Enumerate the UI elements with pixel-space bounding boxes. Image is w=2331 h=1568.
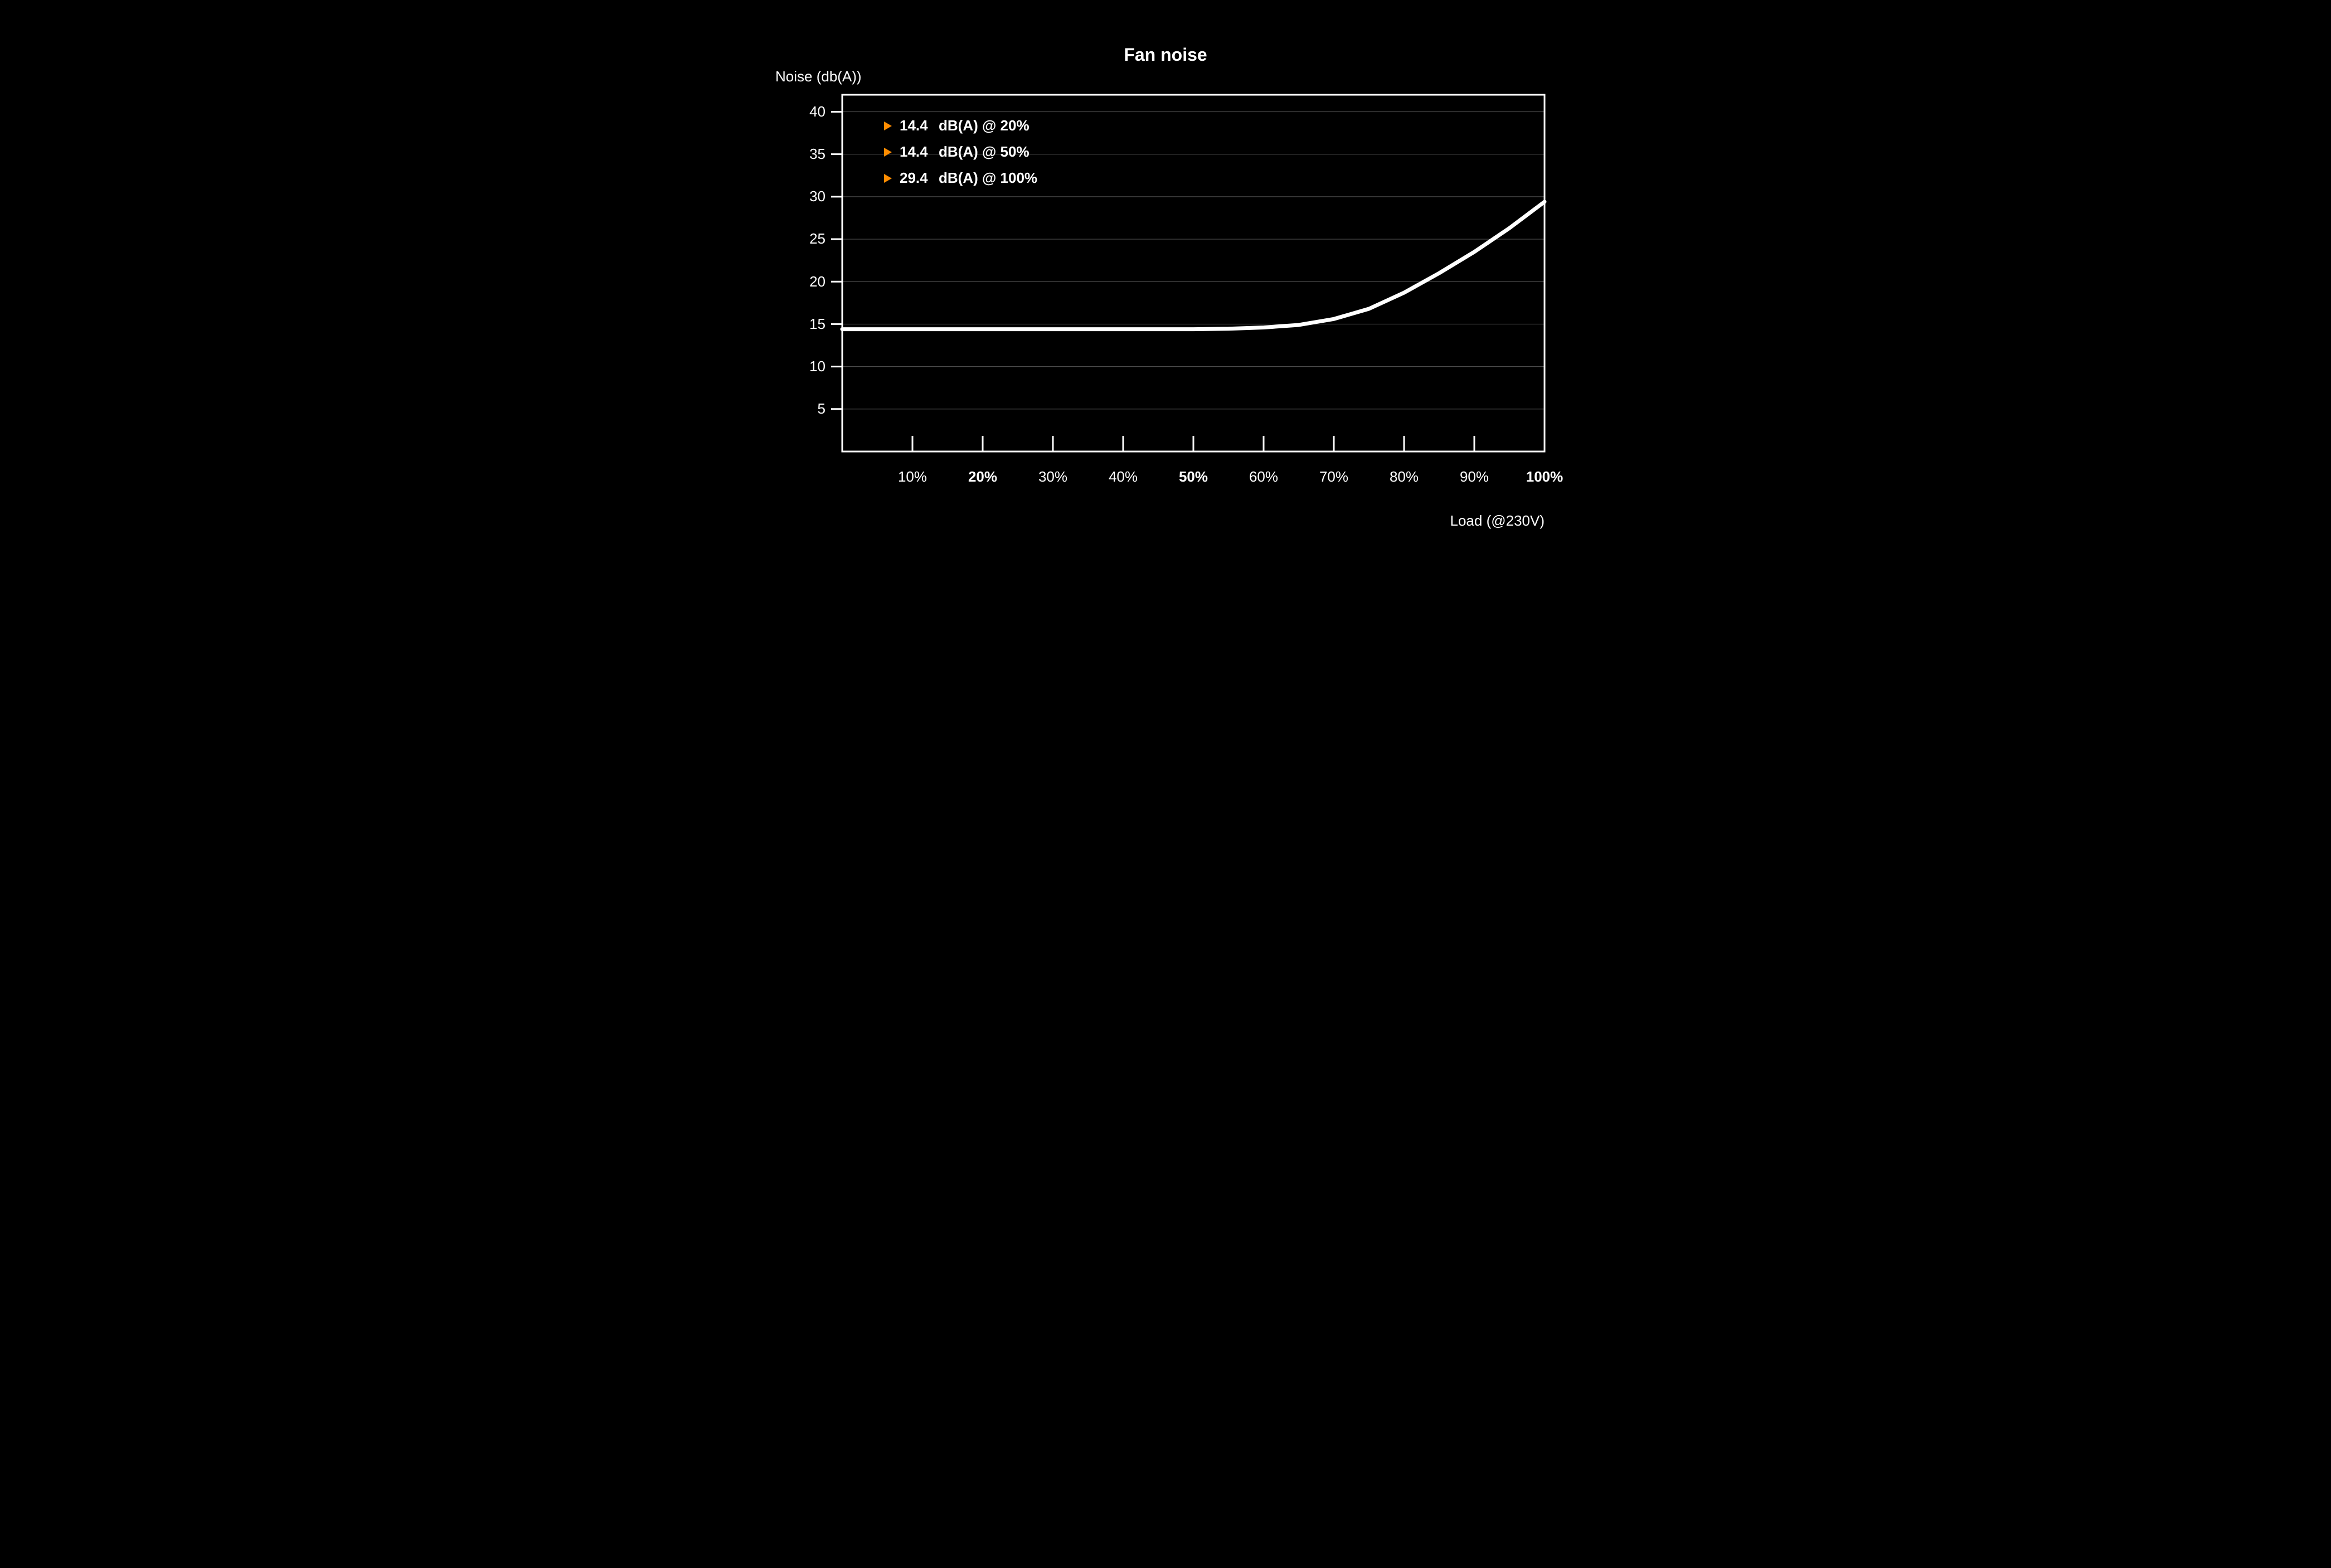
x-tick-label: 50% [1166,468,1221,486]
legend-value: 14.4 [900,117,939,134]
y-tick-label: 40 [792,103,825,120]
x-tick-label: 60% [1236,468,1291,486]
chart-container: Fan noise Noise (db(A)) 510152025303540 … [753,0,1578,555]
x-tick-label: 10% [885,468,940,486]
x-tick-label: 90% [1446,468,1502,486]
legend-value: 29.4 [900,169,939,187]
y-tick-label: 30 [792,188,825,205]
x-tick-label: 40% [1095,468,1151,486]
legend-unit: dB(A) @ 100% [939,169,1037,187]
x-tick-label: 30% [1025,468,1081,486]
legend-value: 14.4 [900,143,939,161]
y-tick-label: 25 [792,230,825,247]
triangle-marker-icon [884,174,892,183]
y-tick-label: 5 [792,400,825,418]
y-tick-label: 15 [792,315,825,333]
legend-item: 14.4dB(A) @ 20% [884,117,1037,134]
legend-item: 29.4dB(A) @ 100% [884,169,1037,187]
legend-unit: dB(A) @ 50% [939,143,1029,161]
y-tick-label: 10 [792,358,825,375]
legend-item: 14.4dB(A) @ 50% [884,143,1037,161]
x-tick-label: 100% [1517,468,1572,486]
x-tick-label: 20% [955,468,1011,486]
y-tick-label: 35 [792,145,825,163]
x-tick-label: 70% [1306,468,1362,486]
legend-unit: dB(A) @ 20% [939,117,1029,134]
x-axis-label: Load (@230V) [1450,512,1545,530]
triangle-marker-icon [884,122,892,130]
y-tick-label: 20 [792,273,825,290]
chart-legend: 14.4dB(A) @ 20%14.4dB(A) @ 50%29.4dB(A) … [884,117,1037,196]
triangle-marker-icon [884,148,892,157]
x-tick-label: 80% [1376,468,1432,486]
